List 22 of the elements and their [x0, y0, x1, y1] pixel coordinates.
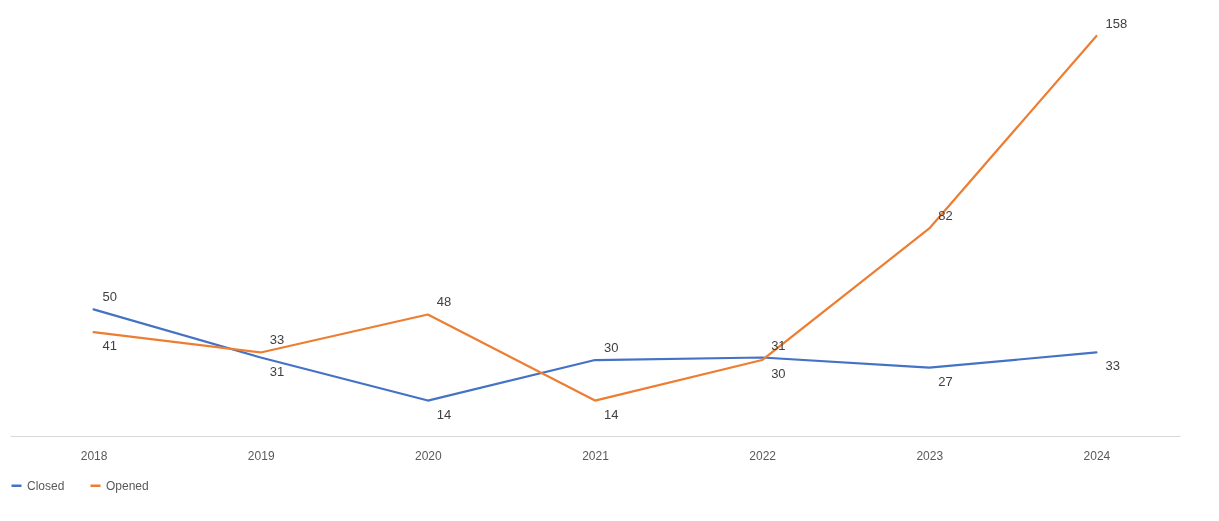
- data-label: 82: [938, 208, 953, 224]
- data-label: 30: [771, 366, 786, 382]
- x-tick-label: 2018: [80, 448, 108, 463]
- data-label: 50: [102, 289, 118, 305]
- data-label: 27: [938, 373, 953, 389]
- x-tick-label: 2024: [1083, 448, 1111, 463]
- data-label: 33: [269, 332, 285, 348]
- legend-label: Closed: [27, 478, 65, 493]
- data-label: 30: [604, 340, 619, 356]
- x-tick-label: 2021: [582, 448, 610, 463]
- x-tick-label: 2023: [916, 448, 944, 463]
- data-label: 158: [1105, 16, 1128, 31]
- data-label: 33: [1105, 358, 1120, 374]
- data-label: 14: [604, 406, 619, 422]
- legend-label: Opened: [106, 478, 149, 493]
- data-label: 14: [436, 406, 452, 422]
- data-label: 31: [269, 363, 285, 379]
- x-tick-label: 2022: [749, 448, 777, 463]
- data-label: 41: [102, 338, 118, 354]
- x-tick-label: 2020: [415, 448, 443, 463]
- x-tick-label: 2019: [247, 448, 275, 463]
- data-label: 48: [436, 294, 452, 310]
